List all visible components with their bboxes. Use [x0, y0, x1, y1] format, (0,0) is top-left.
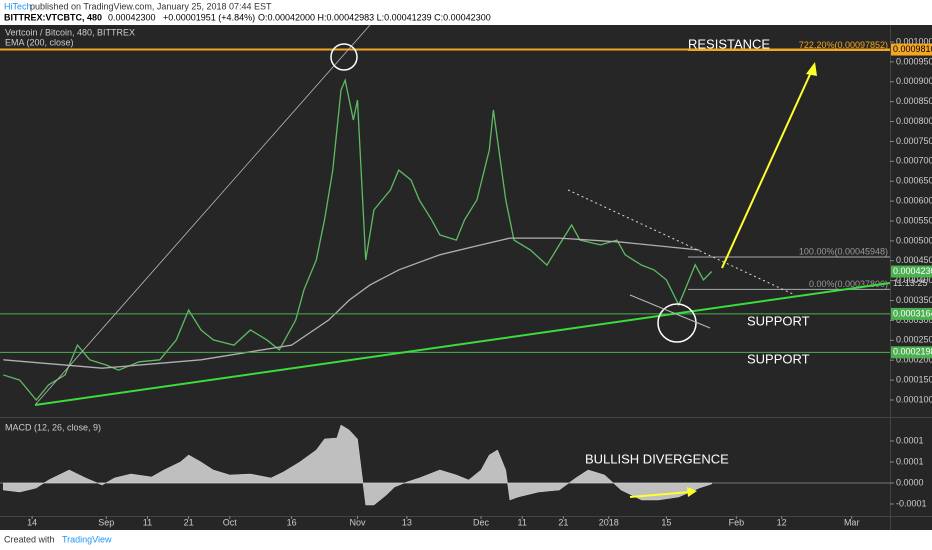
y-tick-label: 0.00020000	[896, 355, 932, 365]
arrow-head	[806, 62, 817, 76]
arrow	[721, 69, 813, 269]
y-tick-label: 0.00035000	[896, 295, 932, 305]
last: 0.00042300	[108, 12, 156, 22]
y-tick-label: 0.0001	[896, 435, 924, 445]
ohlc: O:0.00042000 H:0.00042983 L:0.00041239 C…	[258, 12, 491, 22]
y-tick-label: 0.0001	[896, 456, 924, 466]
y-tick-label: 0.00015000	[896, 374, 932, 384]
arrow	[629, 491, 691, 498]
price-tag	[891, 307, 932, 320]
x-tick-label: 13	[402, 517, 412, 527]
legend-entry: EMA (200, close)	[5, 37, 74, 47]
y-tick-label: -0.0001	[896, 498, 927, 508]
annotation: BULLISH DIVERGENCE	[585, 451, 729, 466]
y-tick-label: 0.00075000	[896, 136, 932, 146]
published: published on TradingView.com, January 25…	[30, 1, 272, 11]
price-tag	[891, 346, 932, 359]
price-tag-label: 0.00031640	[893, 308, 932, 318]
series-line	[3, 237, 700, 369]
fib-label: 100.00%(0.00045948)	[799, 246, 888, 256]
x-tick-label: Dec	[473, 517, 490, 527]
wedge-bottom	[629, 294, 711, 329]
plot: 0.00010000 0.00015000 0.00020000 0.00025000…	[0, 27, 932, 527]
x-tick-label: Mar	[844, 517, 860, 527]
annotation: RESISTANCE	[688, 36, 770, 51]
price-tag-label: 0.00042300	[893, 266, 932, 276]
circle	[330, 43, 358, 71]
target-label: 722.20%(0.00097852)	[799, 40, 888, 50]
x-tick-label: 21	[184, 517, 194, 527]
x-tick-label: Nov	[349, 517, 366, 527]
x-tick-label: 21	[558, 517, 568, 527]
y-tick-label: 0.00085000	[896, 96, 932, 106]
author: HiTech	[4, 1, 32, 11]
price-tag	[891, 43, 932, 56]
y-tick-label: 0.00010000	[896, 394, 932, 404]
price-tag-label: 0.00098100	[893, 44, 932, 54]
footer-bg	[0, 530, 932, 550]
chart-bg	[0, 25, 932, 530]
x-tick-label: 14	[27, 517, 37, 527]
y-tick-label: 0.0000	[896, 477, 924, 487]
support-trend	[34, 282, 891, 406]
trend-line	[34, 24, 371, 406]
countdown: 11:13:25	[893, 278, 927, 288]
y-tick-label: 0.00050000	[896, 235, 932, 245]
legend-entry: Vertcoin / Bitcoin, 480, BITTREX	[5, 27, 135, 37]
y-tick-label: 0.00055000	[896, 215, 932, 225]
x-tick-label: 16	[287, 517, 297, 527]
fib-label: 0.00%(0.00037800)	[809, 279, 888, 289]
area	[3, 424, 712, 506]
footer-text: Created with	[4, 534, 55, 544]
y-tick-label: 0.00025000	[896, 335, 932, 345]
change: +0.00001951 (+4.84%)	[163, 12, 255, 22]
legend-entry: MACD (12, 26, close, 9)	[5, 422, 101, 432]
x-tick-label: 12	[777, 517, 787, 527]
y-tick-label: 0.00080000	[896, 116, 932, 126]
annotation: SUPPORT	[747, 313, 810, 328]
drawings	[34, 24, 891, 498]
x-tick-label: 11	[518, 517, 527, 527]
x-tick-label: Feb	[729, 517, 745, 527]
y-tick-label: 0.00065000	[896, 176, 932, 186]
y-tick-label: 0.00040000	[896, 275, 932, 285]
circle	[657, 303, 697, 343]
x-tick-label: 2018	[599, 517, 619, 527]
footer-brand: TradingView	[62, 534, 112, 544]
y-tick-label: 0.00100000	[896, 36, 932, 46]
price-tag	[891, 265, 932, 278]
x-tick-label: 11	[143, 517, 152, 527]
annotation: SUPPORT	[747, 351, 810, 366]
x-tick-label: Sep	[98, 517, 114, 527]
y-tick-label: 0.00060000	[896, 195, 932, 205]
x-tick-label: 15	[661, 517, 671, 527]
header-bg	[0, 0, 932, 25]
x-tick-label: Oct	[223, 517, 238, 527]
y-tick-label: 0.00045000	[896, 255, 932, 265]
y-tick-label: 0.00070000	[896, 156, 932, 166]
price-tag-label: 0.00021985	[893, 347, 932, 357]
y-tick-label: 0.00095000	[896, 56, 932, 66]
wedge-top	[567, 189, 796, 296]
series-line	[3, 77, 713, 402]
arrow-head	[687, 487, 697, 497]
symbol: BITTREX:VTCBTC, 480	[4, 12, 102, 22]
y-tick-label: 0.00090000	[896, 76, 932, 86]
